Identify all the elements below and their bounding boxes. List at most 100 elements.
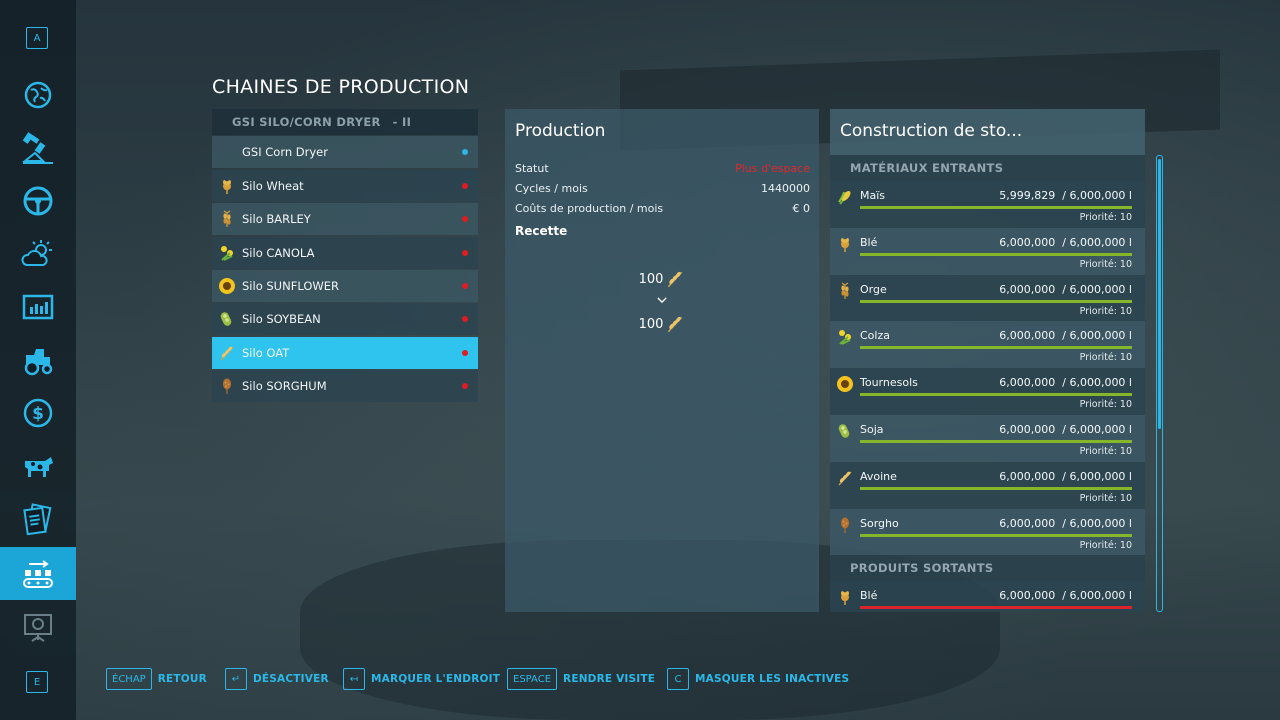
fill-level-fill <box>860 299 1132 303</box>
hint-deactivate[interactable]: ↵ DÉSACTIVER <box>225 668 329 690</box>
contracts-icon <box>23 502 52 535</box>
material-amount: 6,000,000 / 6,000,000 l <box>999 329 1132 342</box>
oat-icon <box>668 316 683 333</box>
material-row[interactable]: Blé 6,000,000 / 6,000,000 l Priorité: 10 <box>830 227 1145 275</box>
production-panel: Production Statut Plus d'espace Cycles /… <box>505 109 819 612</box>
sidebar-item-gps[interactable] <box>0 121 76 174</box>
oat-icon <box>220 346 234 361</box>
hint-key: ÉCHAP <box>106 668 152 690</box>
material-amount: 6,000,000 / 6,000,000 l <box>999 236 1132 249</box>
scrollbar-thumb[interactable] <box>1158 159 1161 429</box>
satellite-icon <box>22 131 53 164</box>
soybean-icon <box>220 312 232 327</box>
svg-text:$: $ <box>32 404 44 424</box>
list-item-silo-canola[interactable]: Silo CANOLA <box>212 236 478 269</box>
fill-level-bar <box>860 533 1132 537</box>
fill-level-bar <box>860 606 1132 610</box>
material-row[interactable]: Maïs 5,999,829 / 6,000,000 l Priorité: 10 <box>830 181 1145 228</box>
inputs-section-label: MATÉRIAUX ENTRANTS <box>830 155 1145 181</box>
material-row[interactable]: Tournesols 6,000,000 / 6,000,000 l Priorit… <box>830 368 1145 415</box>
hint-key: ↤ <box>343 668 365 690</box>
sidebar-item-contracts[interactable] <box>0 492 76 545</box>
canola-icon <box>836 328 854 346</box>
material-name: Blé <box>860 589 878 603</box>
material-name: Blé <box>860 235 878 249</box>
hint-mark-location[interactable]: ↤ MARQUER L'ENDROIT <box>343 668 500 690</box>
sidebar-item-weather[interactable] <box>0 227 76 280</box>
material-priority: Priorité: 10 <box>1079 445 1132 457</box>
sidebar-item-map[interactable] <box>0 68 76 121</box>
wheat-icon <box>223 179 231 194</box>
page-title: CHAINES DE PRODUCTION <box>212 76 470 98</box>
fill-level-bar <box>860 206 1132 209</box>
production-chain-list: GSI SILO/CORN DRYER - II GSI Corn Dryer … <box>212 109 478 403</box>
fill-level-fill <box>860 606 1132 610</box>
hint-hide-inactive[interactable]: C MASQUER LES INACTIVES <box>667 668 849 690</box>
sunflower-icon <box>219 277 235 294</box>
sidebar-item-finances[interactable]: $ <box>0 386 76 439</box>
material-row[interactable]: Colza 6,000,000 / 6,000,000 l Priorité: 10 <box>830 321 1145 369</box>
sidebar-item-vehicles-control[interactable] <box>0 174 76 227</box>
sidebar-item-production-chains[interactable] <box>0 547 76 600</box>
material-row[interactable]: Avoine 6,000,000 / 6,000,000 l Priorité: 1… <box>830 461 1145 509</box>
material-capacity: / 6,000,000 l <box>1062 422 1132 436</box>
recipe-input-qty: 100 <box>638 271 664 287</box>
material-stock: 6,000,000 <box>999 282 1056 296</box>
dollar-icon: $ <box>23 398 53 427</box>
chain-group-suffix: - II <box>392 115 412 129</box>
material-name: Sorgho <box>860 516 899 530</box>
material-row[interactable]: Orge 6,000,000 / 6,000,000 l Priorité: 10 <box>830 274 1145 322</box>
material-capacity: / 6,000,000 l <box>1062 189 1132 202</box>
sorghum-icon <box>223 378 231 395</box>
sidebar-item-garage[interactable] <box>0 333 76 386</box>
fill-level-fill <box>860 206 1132 209</box>
storage-title: Construction de sto... <box>840 121 1023 141</box>
material-capacity: / 6,000,000 l <box>1062 329 1132 343</box>
hint-visit[interactable]: ESPACE RENDRE VISITE <box>507 668 655 690</box>
list-item-silo-sunflower[interactable]: Silo SUNFLOWER <box>212 269 478 302</box>
wheat-icon <box>836 235 854 253</box>
sidebar-prev-key[interactable]: A <box>26 27 48 49</box>
cycles-label: Cycles / mois <box>515 182 588 195</box>
material-amount: 5,999,829 / 6,000,000 l <box>999 189 1132 202</box>
cost-row: Coûts de production / mois € 0 <box>515 202 810 215</box>
sidebar-item-tutorial[interactable] <box>0 600 76 653</box>
hint-label: RENDRE VISITE <box>563 673 656 685</box>
sidebar: A $ E <box>0 0 76 720</box>
steering-wheel-icon <box>23 186 53 215</box>
sidebar-item-animals[interactable] <box>0 439 76 492</box>
material-name: Avoine <box>860 469 897 483</box>
material-row[interactable]: Blé 6,000,000 / 6,000,000 l <box>830 581 1145 612</box>
material-priority: Priorité: 10 <box>1079 212 1132 223</box>
chain-group-header[interactable]: GSI SILO/CORN DRYER - II <box>212 109 478 135</box>
hint-back[interactable]: ÉCHAP RETOUR <box>106 668 207 690</box>
list-item-label: Silo SOYBEAN <box>242 312 321 327</box>
recipe-output: 100 <box>505 314 819 334</box>
material-name: Maïs <box>860 189 886 202</box>
material-row[interactable]: Sorgho 6,000,000 / 6,000,000 l Priorité: 1… <box>830 508 1145 556</box>
wheat-icon <box>836 588 854 606</box>
list-item-gsi-corn-dryer[interactable]: GSI Corn Dryer <box>212 136 478 169</box>
storage-scrollbar[interactable] <box>1156 155 1163 612</box>
fill-level-fill <box>860 252 1132 256</box>
list-item-silo-wheat[interactable]: Silo Wheat <box>212 169 478 202</box>
material-stock: 6,000,000 <box>999 469 1056 483</box>
sidebar-next-key[interactable]: E <box>26 671 48 693</box>
list-item-silo-oat[interactable]: Silo OAT <box>212 336 478 369</box>
list-item-silo-soybean[interactable]: Silo SOYBEAN <box>212 303 478 336</box>
hint-label: RETOUR <box>157 673 207 685</box>
material-row[interactable]: Soja 6,000,000 / 6,000,000 l Priorité: 10 <box>830 414 1145 462</box>
list-item-label: Silo BARLEY <box>242 212 311 227</box>
list-item-silo-sorghum[interactable]: Silo SORGHUM <box>212 370 478 403</box>
fill-level-fill <box>860 393 1132 397</box>
material-stock: 6,000,000 <box>999 235 1056 249</box>
fill-level-bar <box>860 252 1132 256</box>
production-chains-icon <box>23 559 53 588</box>
sidebar-item-statistics[interactable] <box>0 280 76 333</box>
fill-level-bar <box>860 346 1132 350</box>
status-dot <box>462 216 468 223</box>
material-capacity: / 6,000,000 l <box>1062 469 1132 483</box>
fill-level-fill <box>860 486 1132 490</box>
list-item-silo-barley[interactable]: Silo BARLEY <box>212 203 478 236</box>
material-priority: Priorité: 10 <box>1079 399 1132 411</box>
